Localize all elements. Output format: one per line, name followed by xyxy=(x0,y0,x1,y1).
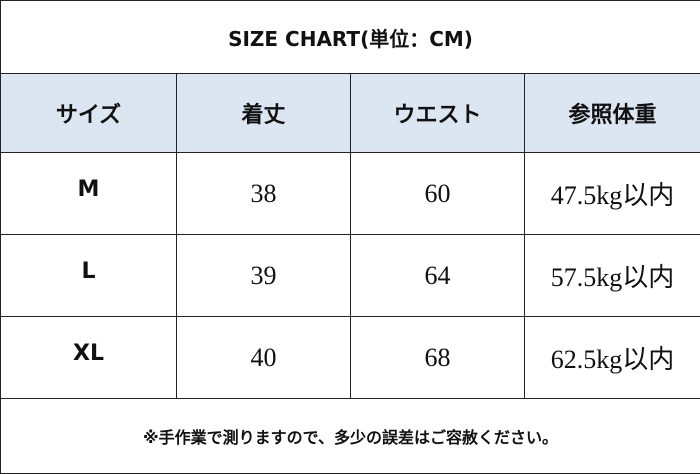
column-header: 参照体重 xyxy=(525,74,700,153)
column-header: サイズ xyxy=(1,74,177,153)
value-cell: 57.5kg以内 xyxy=(525,235,700,317)
value-cell: 47.5kg以内 xyxy=(525,153,700,235)
value-cell: 64 xyxy=(351,235,525,317)
value-cell: 39 xyxy=(177,235,351,317)
column-header: ウエスト xyxy=(351,74,525,153)
size-cell: L xyxy=(1,235,177,317)
value-cell: 68 xyxy=(351,317,525,399)
column-header: 着丈 xyxy=(177,74,351,153)
size-cell: M xyxy=(1,153,177,235)
footnote: ※手作業で測りますので、多少の誤差はご容赦ください。 xyxy=(1,399,700,474)
value-cell: 38 xyxy=(177,153,351,235)
title: SIZE CHART(単位：CM) xyxy=(1,1,700,74)
size-cell: XL xyxy=(1,317,177,399)
value-cell: 62.5kg以内 xyxy=(525,317,700,399)
value-cell: 60 xyxy=(351,153,525,235)
value-cell: 40 xyxy=(177,317,351,399)
